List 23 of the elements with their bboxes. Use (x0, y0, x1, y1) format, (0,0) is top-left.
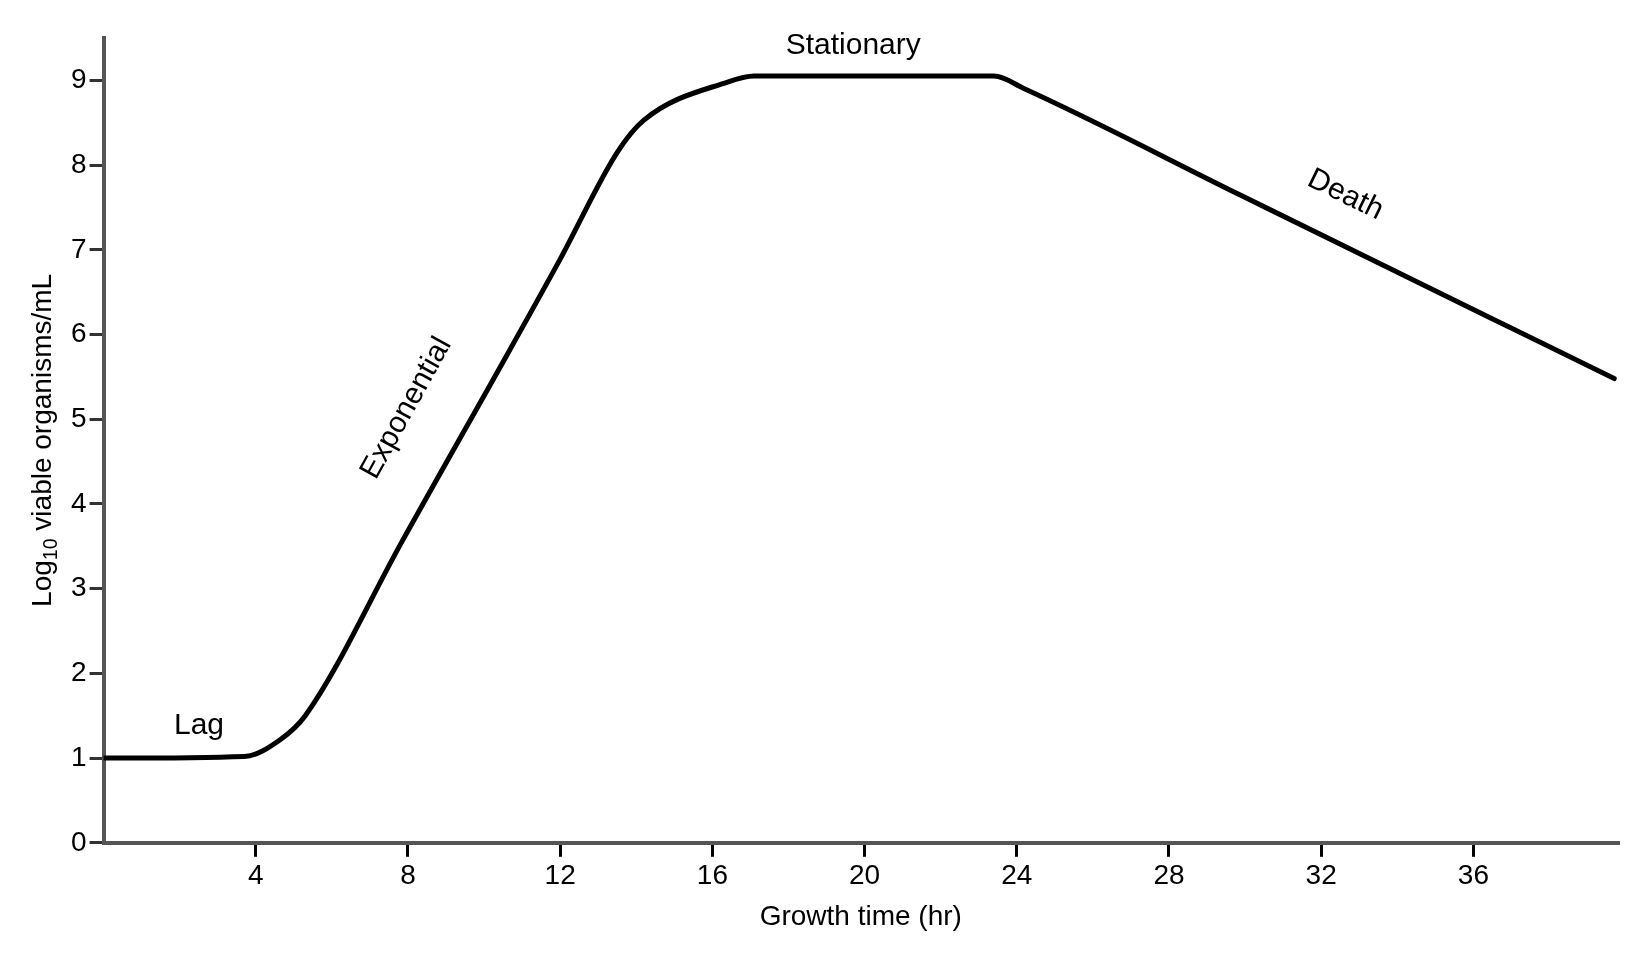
y-tick-label: 5 (70, 401, 87, 433)
x-tick-label: 24 (1001, 859, 1033, 891)
y-axis-title: Log10 viable organisms/mL (25, 273, 61, 607)
y-tick-label: 0 (70, 825, 87, 857)
x-tick-label: 28 (1153, 859, 1185, 891)
y-tick-label: 9 (70, 63, 87, 95)
x-tick-label: 16 (696, 859, 728, 891)
y-tick-label: 2 (70, 656, 87, 688)
y-tick-label: 7 (70, 232, 87, 264)
y-tick-label: 4 (70, 486, 87, 518)
x-tick-label: 12 (544, 859, 576, 891)
y-tick-label: 3 (70, 571, 87, 603)
annotation: Lag (173, 707, 225, 741)
y-tick-label: 6 (70, 317, 87, 349)
x-tick-label: 4 (247, 859, 264, 891)
x-tick-label: 20 (849, 859, 881, 891)
y-tick-label: 8 (70, 147, 87, 179)
x-tick-label: 8 (400, 859, 416, 891)
annotation: Stationary (785, 27, 921, 61)
y-tick-label: 1 (70, 740, 87, 772)
x-tick-label: 36 (1457, 859, 1489, 891)
x-axis-title: Growth time (hr) (759, 899, 962, 931)
x-tick-label: 32 (1305, 859, 1337, 891)
